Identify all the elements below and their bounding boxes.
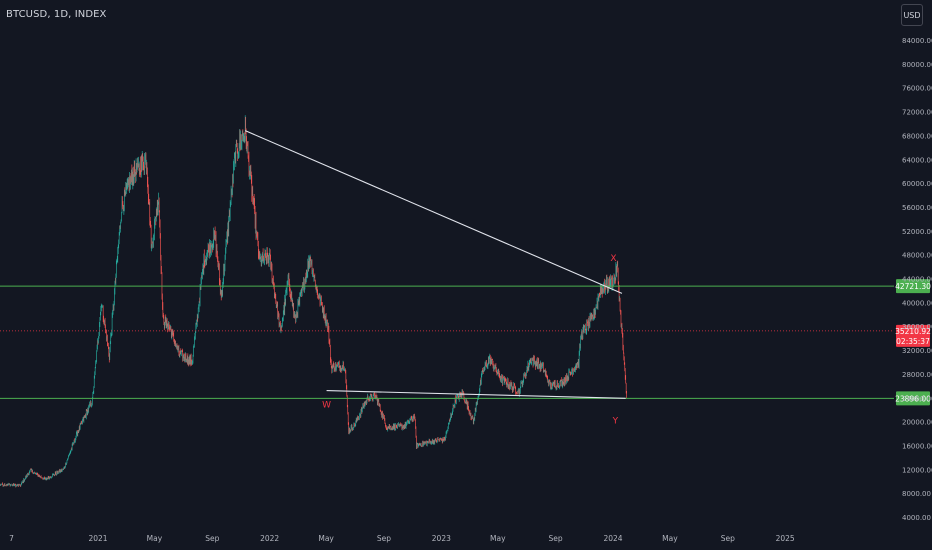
y-tick-label: 44000.00 xyxy=(902,276,932,284)
level-price-tag xyxy=(896,279,930,294)
y-tick-label: 84000.00 xyxy=(902,37,932,45)
x-tick-label: 2025 xyxy=(776,534,795,543)
countdown-label: 02:35:37 xyxy=(896,337,930,346)
x-tick-label: May xyxy=(318,534,334,543)
x-tick-label: May xyxy=(490,534,506,543)
y-tick-label: 16000.00 xyxy=(902,442,932,450)
y-tick-label: 32000.00 xyxy=(902,347,932,355)
x-tick-label: May xyxy=(147,534,163,543)
y-tick-label: 68000.00 xyxy=(902,132,932,140)
trend-line xyxy=(244,130,623,294)
level-price-tag xyxy=(896,391,930,406)
overlays-layer: X W Y xyxy=(0,130,894,426)
x-tick-label: 2021 xyxy=(88,534,107,543)
currency-button[interactable]: USD xyxy=(901,4,923,26)
current-price-label: 35210.92 xyxy=(895,327,931,336)
y-tick-label: 36000.00 xyxy=(902,323,932,331)
y-tick-label: 60000.00 xyxy=(902,180,932,188)
y-tick-label: 64000.00 xyxy=(902,156,932,164)
level-price-label: 42721.30 xyxy=(895,282,931,291)
x-tick-label: 2022 xyxy=(260,534,279,543)
x-tick-label: 2024 xyxy=(603,534,622,543)
wave-label: W xyxy=(322,400,331,410)
y-tick-label: 20000.00 xyxy=(902,419,932,427)
y-tick-label: 24000.00 xyxy=(902,395,932,403)
x-tick-label: May xyxy=(662,534,678,543)
candles-layer xyxy=(0,115,627,488)
current-price-tag xyxy=(896,324,930,347)
trend-line xyxy=(326,390,626,399)
y-tick-label: 48000.00 xyxy=(902,252,932,260)
x-tick-label: 7 xyxy=(9,534,14,543)
x-tick-label: Sep xyxy=(721,534,735,543)
x-tick-label: Sep xyxy=(377,534,391,543)
x-tick-label: Sep xyxy=(549,534,563,543)
y-tick-label: 72000.00 xyxy=(902,109,932,117)
level-price-label: 23896.00 xyxy=(895,394,931,403)
x-tick-label: 2023 xyxy=(432,534,451,543)
y-tick-label: 12000.00 xyxy=(902,466,932,474)
y-tick-label: 52000.00 xyxy=(902,228,932,236)
x-tick-label: Sep xyxy=(205,534,219,543)
symbol-title: BTCUSD, 1D, INDEX xyxy=(6,9,107,20)
wave-label: X xyxy=(610,254,616,264)
y-tick-label: 76000.00 xyxy=(902,85,932,93)
y-tick-label: 40000.00 xyxy=(902,299,932,307)
y-tick-label: 4000.00 xyxy=(902,514,931,522)
y-tick-label: 28000.00 xyxy=(902,371,932,379)
y-tick-label: 8000.00 xyxy=(902,490,931,498)
wave-label: Y xyxy=(612,416,619,426)
y-tick-label: 56000.00 xyxy=(902,204,932,212)
y-tick-label: 80000.00 xyxy=(902,61,932,69)
